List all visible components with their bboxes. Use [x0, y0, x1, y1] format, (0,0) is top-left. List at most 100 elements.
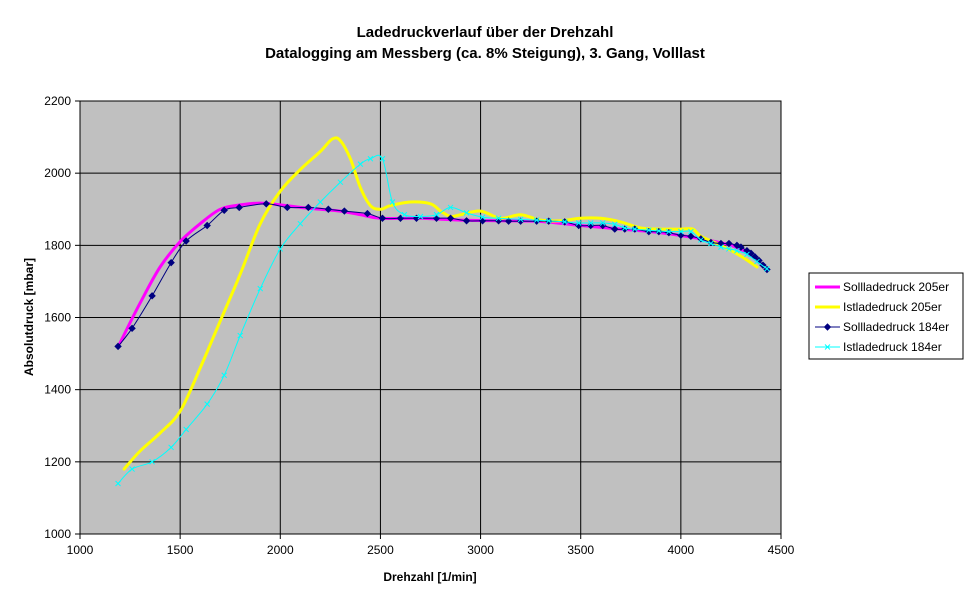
series-3-point: [340, 207, 349, 215]
x-tick-label: 4000: [668, 543, 695, 557]
series-3-point: [220, 206, 228, 215]
series-4-point: [379, 155, 386, 162]
series-3-point: [363, 209, 372, 218]
series-4-point: [587, 220, 594, 226]
series-4-point: [183, 426, 190, 433]
legend-label: Istladedruck 205er: [843, 300, 942, 314]
series-4-point: [115, 480, 121, 487]
series-3-point: [611, 225, 619, 233]
x-tick-label: 4500: [768, 543, 795, 557]
x-tick-label: 1000: [67, 543, 94, 557]
series-4-point: [168, 444, 174, 451]
series-4-point: [744, 251, 750, 258]
series-4-point: [708, 240, 714, 247]
series-4-point: [337, 179, 344, 186]
series-3-point: [283, 203, 292, 212]
series-3-point: [203, 221, 211, 230]
series-4-point: [433, 211, 440, 218]
series-4-point: [688, 228, 694, 235]
series-3-point: [235, 203, 243, 212]
series-4-point: [718, 244, 724, 250]
series-layer: [114, 136, 771, 487]
x-tick-label: 1500: [167, 543, 194, 557]
x-tick-label: 2000: [267, 543, 294, 557]
series-4-point: [655, 228, 662, 234]
legend-label: Istladedruck 184er: [843, 340, 942, 354]
x-axis-label: Drehzahl [1/min]: [383, 570, 476, 584]
y-tick-label: 1800: [44, 238, 71, 252]
y-tick-label: 1200: [44, 455, 71, 469]
series-3-point: [262, 200, 270, 208]
series-4-point: [357, 161, 364, 167]
series-4-point: [495, 215, 502, 222]
series-4-point: [533, 217, 540, 223]
series-4-point: [611, 221, 618, 228]
series-4-point: [221, 372, 228, 379]
series-3-point: [324, 205, 333, 213]
y-axis-label: Absolutdruck [mbar]: [22, 258, 36, 376]
series-4-point: [726, 246, 732, 252]
series-4-point: [734, 247, 740, 254]
series-2-line: [122, 136, 759, 471]
series-4-point: [698, 237, 704, 243]
series-3-point: [167, 258, 175, 267]
y-tick-label: 1000: [44, 527, 71, 541]
series-4-point: [367, 155, 374, 162]
series-4-point: [417, 213, 424, 220]
x-tick-label: 3500: [567, 543, 594, 557]
series-3-point: [446, 214, 455, 222]
legend-swatch-point: [823, 323, 832, 331]
series-4-point: [149, 458, 155, 465]
series-4-point: [517, 216, 524, 223]
series-4-point: [575, 220, 582, 226]
series-4-point: [389, 199, 396, 205]
series-4-point: [463, 210, 470, 216]
series-4-point: [447, 204, 454, 211]
series-3-point: [378, 214, 387, 222]
legend-item-1: Sollladedruck 205er: [815, 280, 949, 294]
series-4-point: [665, 228, 672, 235]
series-3-point: [504, 217, 513, 225]
series-4-point: [621, 225, 628, 231]
series-4-point: [764, 265, 770, 272]
x-tick-label: 3000: [467, 543, 494, 557]
legend: Sollladedruck 205er Istladedruck 205er Sol…: [808, 272, 964, 360]
series-4-point: [678, 228, 684, 235]
series-4-point: [129, 466, 135, 472]
x-tick-label: 2500: [367, 543, 394, 557]
series-4: [115, 154, 770, 487]
legend-item-4: Istladedruck 184er: [815, 340, 942, 354]
series-3-point: [725, 239, 733, 248]
series-4-point: [561, 219, 568, 225]
series-3-point: [182, 237, 190, 245]
series-3-point: [304, 203, 313, 212]
y-tick-label: 1600: [44, 311, 71, 325]
chart-subtitle: Datalogging am Messberg (ca. 8% Steigung…: [265, 45, 705, 62]
legend-item-2: Istladedruck 205er: [815, 300, 942, 314]
series-4-point: [257, 285, 264, 292]
series-4-point: [297, 220, 304, 227]
y-tick-label: 1400: [44, 383, 71, 397]
series-4-point: [754, 258, 760, 265]
series-4-point: [599, 220, 606, 226]
series-3-point: [128, 324, 136, 333]
series-4-point: [545, 217, 552, 224]
series-4-point: [317, 199, 324, 205]
series-4-point: [277, 246, 284, 252]
legend-label: Sollladedruck 184er: [843, 320, 949, 334]
series-2: [122, 136, 759, 471]
y-tick-label: 2200: [44, 94, 71, 108]
series-4-point: [631, 226, 638, 232]
series-4-point: [479, 214, 486, 221]
series-4-point: [237, 332, 244, 339]
legend-swatch-point: [824, 344, 831, 350]
legend-item-3: Sollladedruck 184er: [815, 320, 949, 334]
series-3-point: [114, 342, 122, 351]
legend-label: Sollladedruck 205er: [843, 280, 949, 294]
chart-title: Ladedruckverlauf über der Drehzahl: [357, 24, 614, 41]
series-4-point: [204, 401, 211, 407]
y-tick-label: 2000: [44, 166, 71, 180]
series-4-point: [401, 211, 408, 218]
series-4-point: [645, 227, 652, 234]
